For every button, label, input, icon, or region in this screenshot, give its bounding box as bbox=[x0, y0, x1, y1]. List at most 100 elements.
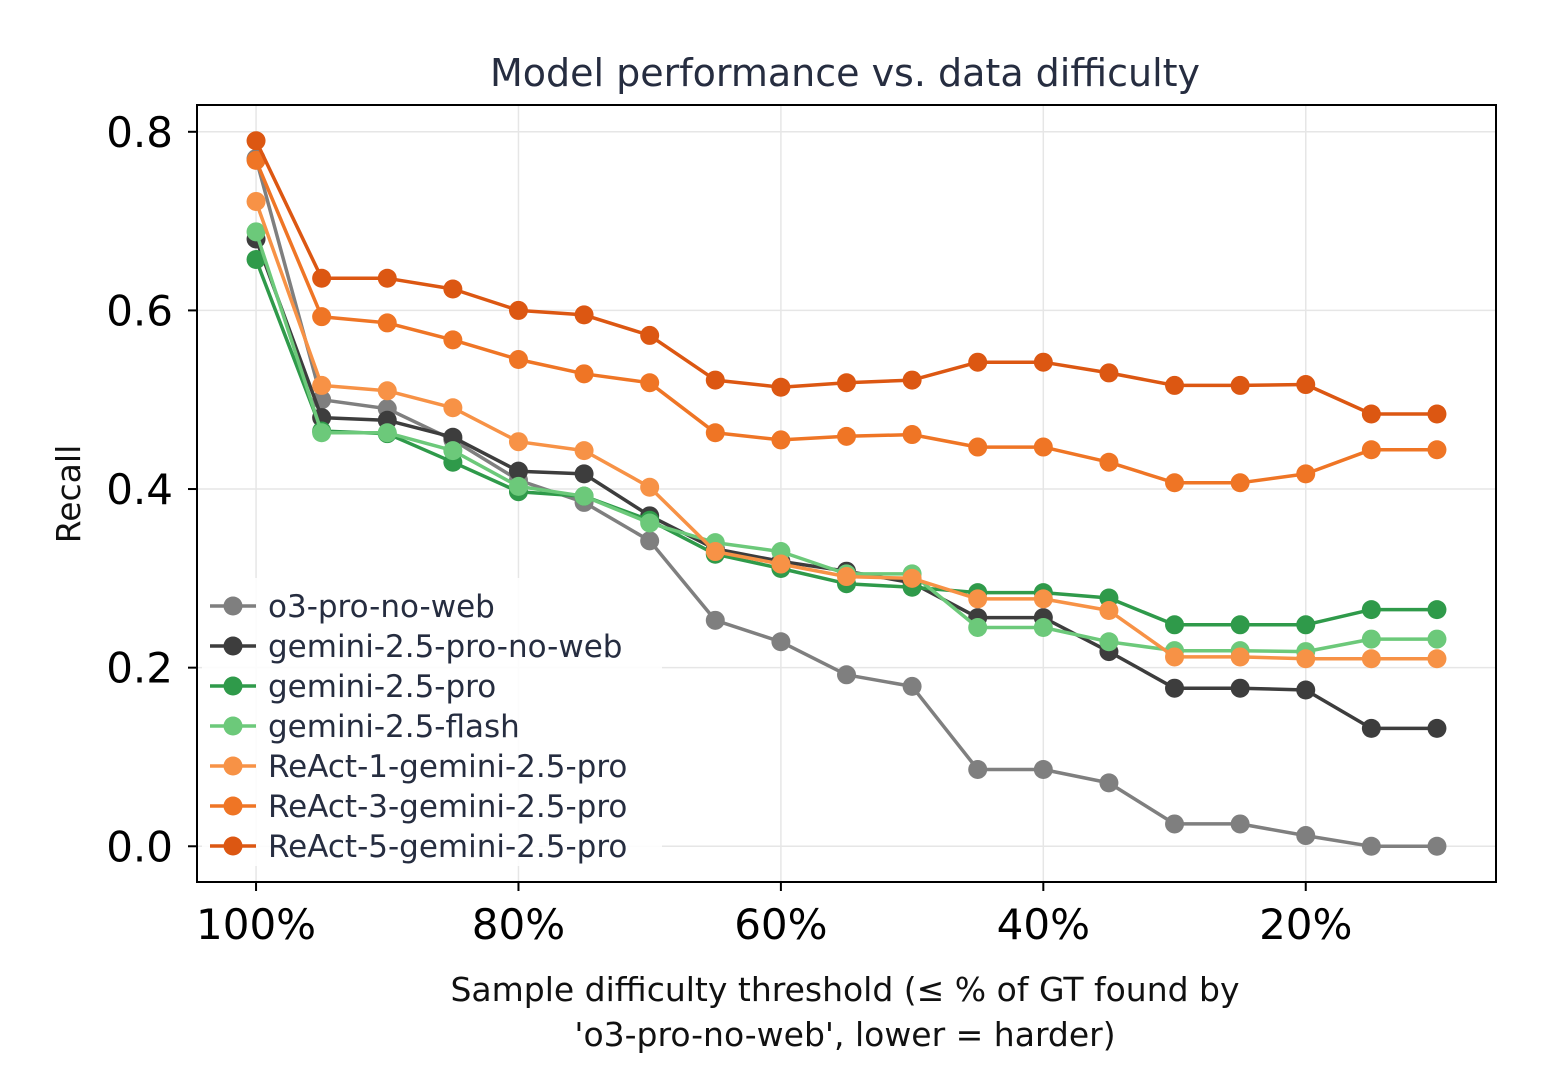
data-point-ReAct-3-gemini-2.5-pro bbox=[1033, 437, 1053, 457]
data-point-ReAct-1-gemini-2.5-pro bbox=[640, 477, 660, 497]
data-point-o3-pro-no-web bbox=[1361, 836, 1381, 856]
data-point-gemini-2.5-flash bbox=[1099, 632, 1119, 652]
data-point-gemini-2.5-flash bbox=[1427, 629, 1447, 649]
data-point-gemini-2.5-flash bbox=[246, 222, 266, 242]
data-point-gemini-2.5-pro-no-web bbox=[443, 427, 463, 447]
legend-label-ReAct-3-gemini-2.5-pro: ReAct-3-gemini-2.5-pro bbox=[268, 789, 627, 825]
data-point-gemini-2.5-flash bbox=[377, 423, 397, 443]
data-point-o3-pro-no-web bbox=[1296, 826, 1316, 846]
data-point-ReAct-1-gemini-2.5-pro bbox=[312, 375, 332, 395]
data-point-ReAct-5-gemini-2.5-pro bbox=[968, 352, 988, 372]
data-point-ReAct-3-gemini-2.5-pro bbox=[705, 423, 725, 443]
data-point-ReAct-1-gemini-2.5-pro bbox=[246, 191, 266, 211]
data-point-gemini-2.5-pro-no-web bbox=[1165, 678, 1185, 698]
legend-marker-gemini-2.5-pro bbox=[223, 676, 243, 696]
data-point-ReAct-1-gemini-2.5-pro bbox=[1361, 649, 1381, 669]
legend-background bbox=[202, 578, 662, 866]
data-point-o3-pro-no-web bbox=[640, 531, 660, 551]
data-point-gemini-2.5-pro bbox=[1361, 600, 1381, 620]
legend-marker-gemini-2.5-flash bbox=[223, 716, 243, 736]
data-point-gemini-2.5-pro-no-web bbox=[1427, 718, 1447, 738]
data-point-o3-pro-no-web bbox=[968, 759, 988, 779]
data-point-ReAct-5-gemini-2.5-pro bbox=[640, 325, 660, 345]
data-point-ReAct-1-gemini-2.5-pro bbox=[1099, 600, 1119, 620]
data-point-o3-pro-no-web bbox=[1099, 773, 1119, 793]
data-point-ReAct-1-gemini-2.5-pro bbox=[771, 554, 791, 574]
y-axis-label: Recall bbox=[49, 445, 88, 543]
data-point-gemini-2.5-pro bbox=[1427, 600, 1447, 620]
data-point-ReAct-5-gemini-2.5-pro bbox=[902, 370, 922, 390]
data-point-ReAct-1-gemini-2.5-pro bbox=[377, 381, 397, 401]
data-point-ReAct-5-gemini-2.5-pro bbox=[377, 268, 397, 288]
data-point-ReAct-3-gemini-2.5-pro bbox=[771, 430, 791, 450]
data-point-gemini-2.5-flash bbox=[443, 441, 463, 461]
data-point-ReAct-1-gemini-2.5-pro bbox=[837, 567, 856, 587]
data-point-ReAct-1-gemini-2.5-pro bbox=[1296, 649, 1316, 669]
data-point-ReAct-3-gemini-2.5-pro bbox=[1296, 464, 1316, 484]
data-point-ReAct-5-gemini-2.5-pro bbox=[443, 279, 463, 299]
data-point-gemini-2.5-pro-no-web bbox=[1230, 678, 1250, 698]
x-tick-label: 100% bbox=[196, 900, 316, 949]
data-point-ReAct-3-gemini-2.5-pro bbox=[837, 426, 856, 446]
data-point-ReAct-3-gemini-2.5-pro bbox=[246, 150, 266, 170]
data-point-o3-pro-no-web bbox=[837, 665, 856, 685]
data-point-ReAct-5-gemini-2.5-pro bbox=[837, 373, 856, 393]
data-point-ReAct-1-gemini-2.5-pro bbox=[1165, 647, 1185, 667]
x-tick-label: 20% bbox=[1259, 900, 1352, 949]
data-point-ReAct-3-gemini-2.5-pro bbox=[640, 373, 660, 393]
data-point-ReAct-3-gemini-2.5-pro bbox=[1099, 452, 1119, 472]
data-point-ReAct-5-gemini-2.5-pro bbox=[1427, 404, 1447, 424]
data-point-ReAct-3-gemini-2.5-pro bbox=[312, 307, 332, 327]
legend-marker-gemini-2.5-pro-no-web bbox=[223, 636, 243, 656]
data-point-ReAct-3-gemini-2.5-pro bbox=[968, 437, 988, 457]
data-point-ReAct-5-gemini-2.5-pro bbox=[508, 300, 528, 320]
x-tick-label: 60% bbox=[734, 900, 827, 949]
data-point-ReAct-1-gemini-2.5-pro bbox=[443, 398, 463, 418]
data-point-o3-pro-no-web bbox=[1230, 814, 1250, 834]
data-point-ReAct-1-gemini-2.5-pro bbox=[902, 568, 922, 588]
data-point-gemini-2.5-flash bbox=[508, 476, 528, 496]
data-point-ReAct-3-gemini-2.5-pro bbox=[1230, 473, 1250, 493]
x-tick-label: 80% bbox=[472, 900, 565, 949]
series-lines bbox=[246, 131, 1447, 856]
data-point-ReAct-5-gemini-2.5-pro bbox=[1033, 352, 1053, 372]
data-point-ReAct-5-gemini-2.5-pro bbox=[1099, 363, 1119, 383]
data-point-ReAct-5-gemini-2.5-pro bbox=[1165, 375, 1185, 395]
data-point-o3-pro-no-web bbox=[1033, 759, 1053, 779]
data-point-ReAct-3-gemini-2.5-pro bbox=[1427, 440, 1447, 460]
data-point-gemini-2.5-pro-no-web bbox=[1296, 680, 1316, 700]
data-point-gemini-2.5-pro bbox=[1296, 615, 1316, 635]
data-point-ReAct-1-gemini-2.5-pro bbox=[705, 542, 725, 562]
data-point-o3-pro-no-web bbox=[771, 632, 791, 652]
data-point-gemini-2.5-pro bbox=[246, 250, 266, 270]
data-point-gemini-2.5-pro bbox=[1230, 615, 1250, 635]
data-point-ReAct-3-gemini-2.5-pro bbox=[902, 425, 922, 445]
data-point-ReAct-3-gemini-2.5-pro bbox=[1361, 440, 1381, 460]
data-point-gemini-2.5-flash bbox=[1033, 617, 1053, 637]
data-point-gemini-2.5-pro-no-web bbox=[508, 461, 528, 481]
y-tick-label: 0.4 bbox=[106, 465, 173, 514]
y-tick-label: 0.8 bbox=[106, 108, 173, 157]
y-tick-label: 0.6 bbox=[106, 286, 173, 335]
data-point-gemini-2.5-flash bbox=[1361, 629, 1381, 649]
y-tick-label: 0.2 bbox=[106, 644, 173, 693]
legend-marker-ReAct-1-gemini-2.5-pro bbox=[223, 756, 243, 776]
data-point-ReAct-5-gemini-2.5-pro bbox=[574, 305, 594, 325]
x-axis-label-line-2: 'o3-pro-no-web', lower = harder) bbox=[574, 1015, 1115, 1054]
legend-marker-o3-pro-no-web bbox=[223, 596, 243, 616]
data-point-ReAct-3-gemini-2.5-pro bbox=[1165, 473, 1185, 493]
data-point-ReAct-1-gemini-2.5-pro bbox=[508, 432, 528, 452]
data-point-gemini-2.5-pro-no-web bbox=[1361, 718, 1381, 738]
legend-label-ReAct-1-gemini-2.5-pro: ReAct-1-gemini-2.5-pro bbox=[268, 749, 627, 785]
x-axis-label-line-1: Sample difficulty threshold (≤ % of GT f… bbox=[450, 970, 1239, 1009]
data-point-ReAct-1-gemini-2.5-pro bbox=[968, 589, 988, 609]
data-point-ReAct-1-gemini-2.5-pro bbox=[1230, 647, 1250, 667]
data-point-ReAct-5-gemini-2.5-pro bbox=[312, 268, 332, 288]
legend-marker-ReAct-5-gemini-2.5-pro bbox=[223, 836, 243, 856]
data-point-ReAct-3-gemini-2.5-pro bbox=[377, 313, 397, 333]
x-tick-label: 40% bbox=[997, 900, 1090, 949]
legend-label-gemini-2.5-pro-no-web: gemini-2.5-pro-no-web bbox=[268, 629, 622, 665]
data-point-o3-pro-no-web bbox=[1165, 814, 1185, 834]
data-point-gemini-2.5-flash bbox=[640, 513, 660, 533]
